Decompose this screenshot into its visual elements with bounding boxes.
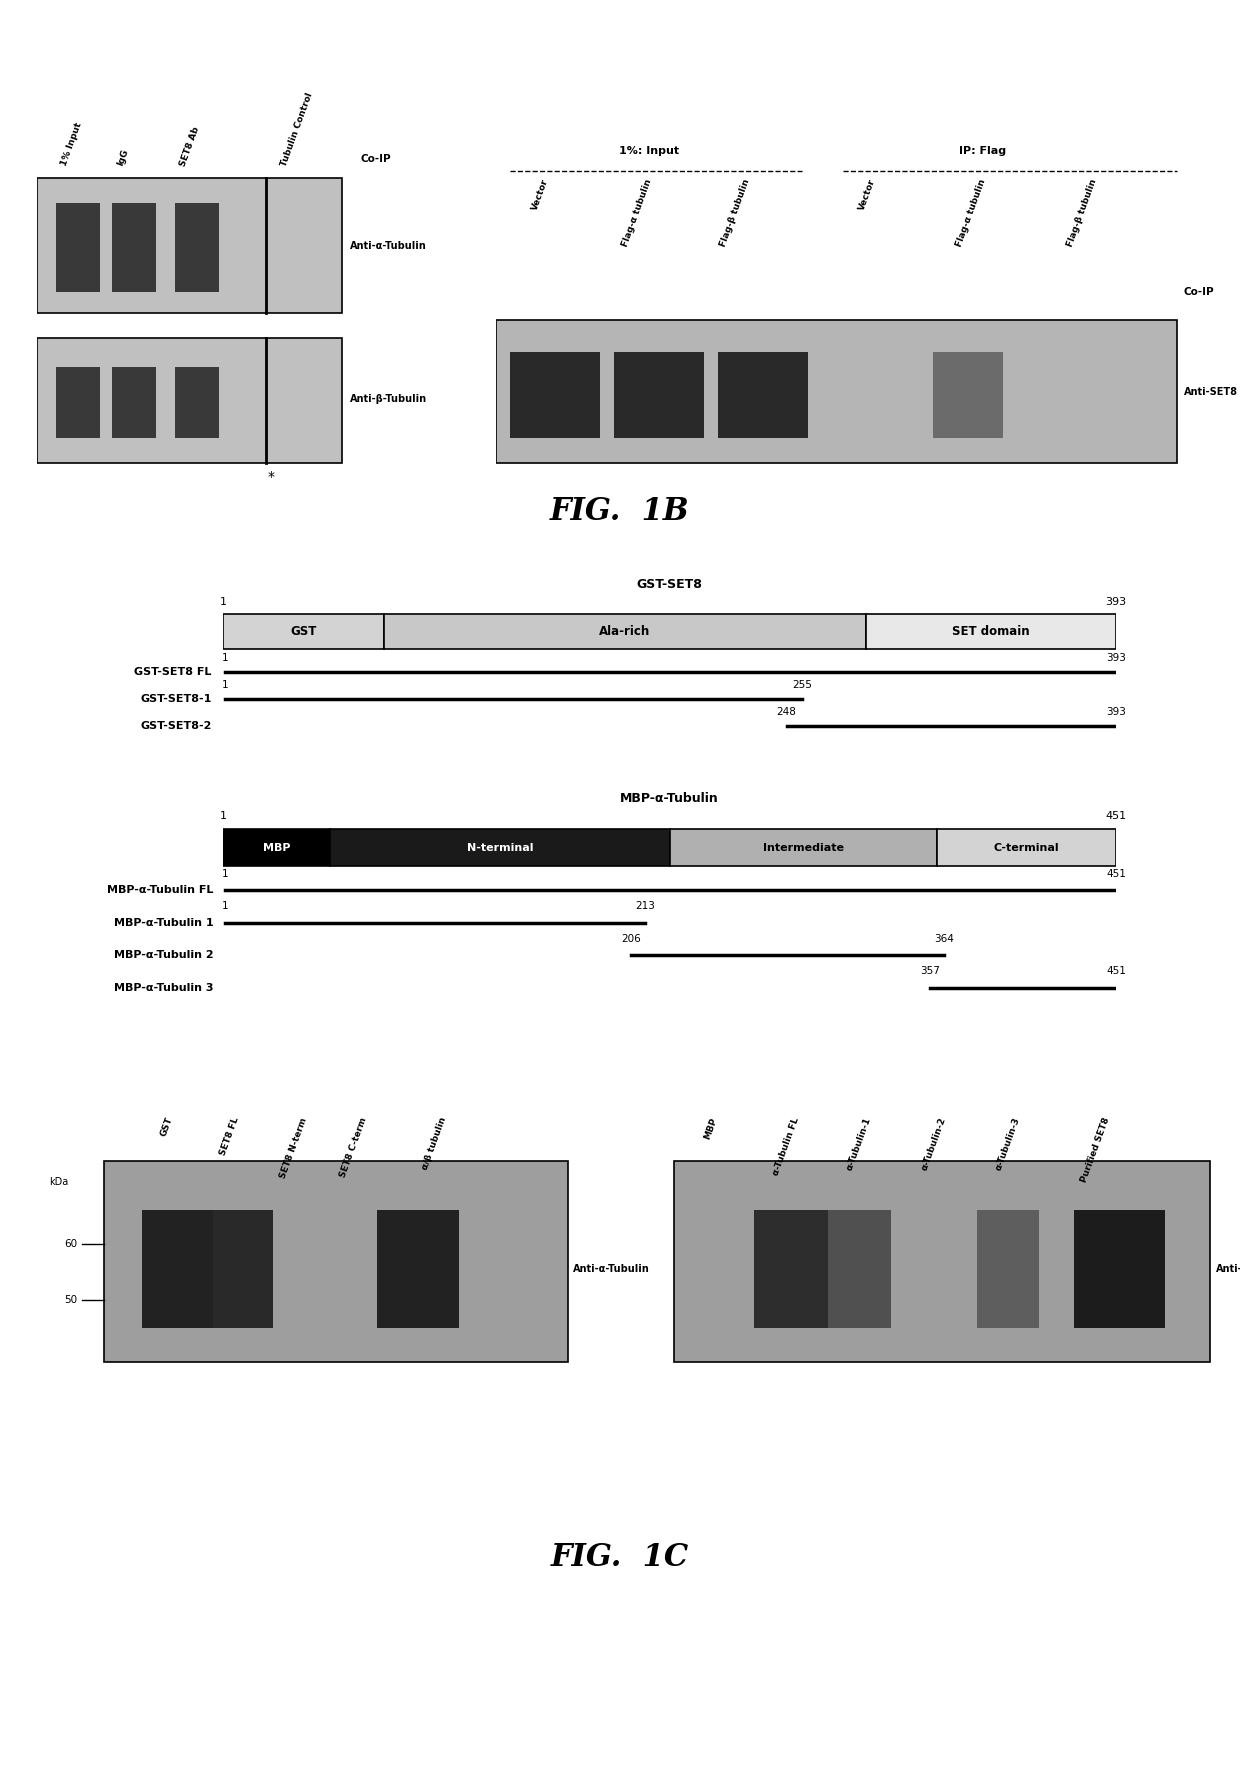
Text: Anti-SET8: Anti-SET8 bbox=[1216, 1264, 1240, 1274]
Text: MBP-α-Tubulin 1: MBP-α-Tubulin 1 bbox=[114, 918, 213, 927]
Text: Vector: Vector bbox=[531, 178, 551, 212]
Text: SET domain: SET domain bbox=[952, 625, 1030, 639]
Text: SET8 C-term: SET8 C-term bbox=[339, 1116, 368, 1178]
Text: Intermediate: Intermediate bbox=[763, 842, 844, 853]
Bar bbox=[56, 203, 100, 292]
Text: 393: 393 bbox=[1105, 596, 1127, 607]
Bar bbox=[934, 352, 1003, 438]
Text: C-terminal: C-terminal bbox=[994, 842, 1059, 853]
Bar bbox=[37, 338, 342, 463]
Text: MBP: MBP bbox=[703, 1116, 719, 1141]
Bar bbox=[977, 1210, 1039, 1328]
Text: Flag-α tubulin: Flag-α tubulin bbox=[955, 178, 987, 247]
Text: GST-SET8 FL: GST-SET8 FL bbox=[134, 668, 212, 678]
Bar bbox=[143, 1210, 213, 1328]
Text: α-Tubulin-2: α-Tubulin-2 bbox=[920, 1116, 947, 1171]
Text: FIG.  1C: FIG. 1C bbox=[551, 1541, 689, 1574]
Bar bbox=[37, 178, 342, 313]
Bar bbox=[213, 1210, 273, 1328]
Text: GST-SET8-2: GST-SET8-2 bbox=[140, 721, 212, 732]
Text: α-Tubulin FL: α-Tubulin FL bbox=[771, 1116, 801, 1177]
Text: Ala-rich: Ala-rich bbox=[599, 625, 651, 639]
Bar bbox=[670, 829, 937, 865]
Text: 248: 248 bbox=[776, 707, 796, 717]
Text: 50: 50 bbox=[63, 1294, 77, 1305]
Text: 1: 1 bbox=[219, 812, 227, 821]
Text: 393: 393 bbox=[1106, 707, 1126, 717]
Text: 1% Input: 1% Input bbox=[60, 121, 83, 167]
Bar bbox=[754, 1210, 828, 1328]
Bar bbox=[866, 614, 1116, 650]
Text: FIG.  1B: FIG. 1B bbox=[551, 497, 689, 527]
Text: Anti-SET8: Anti-SET8 bbox=[1183, 386, 1238, 397]
Text: 451: 451 bbox=[1106, 869, 1126, 879]
Text: SET8 Ab: SET8 Ab bbox=[179, 125, 201, 167]
Text: SET8 N-term: SET8 N-term bbox=[279, 1116, 309, 1178]
Bar bbox=[384, 614, 866, 650]
Bar bbox=[828, 1210, 892, 1328]
Bar bbox=[175, 367, 219, 438]
Text: 60: 60 bbox=[63, 1239, 77, 1250]
Text: IP: Flag: IP: Flag bbox=[959, 146, 1006, 157]
Text: Purified SET8: Purified SET8 bbox=[1079, 1116, 1111, 1184]
Bar bbox=[175, 203, 219, 292]
Text: MBP-α-Tubulin 2: MBP-α-Tubulin 2 bbox=[114, 951, 213, 959]
Text: GST-SET8: GST-SET8 bbox=[636, 578, 703, 591]
Text: MBP: MBP bbox=[263, 842, 290, 853]
Text: Flag-β tubulin: Flag-β tubulin bbox=[1065, 178, 1099, 247]
Text: Anti-α-Tubulin: Anti-α-Tubulin bbox=[573, 1264, 650, 1274]
Text: MBP-α-Tubulin 3: MBP-α-Tubulin 3 bbox=[114, 983, 213, 993]
Text: 451: 451 bbox=[1105, 812, 1127, 821]
Bar bbox=[112, 203, 156, 292]
Text: Co-IP: Co-IP bbox=[361, 153, 391, 164]
Bar bbox=[56, 367, 100, 438]
Bar bbox=[937, 829, 1116, 865]
Bar bbox=[330, 829, 670, 865]
Text: 1: 1 bbox=[222, 869, 228, 879]
Text: 255: 255 bbox=[792, 680, 812, 689]
Bar bbox=[718, 352, 808, 438]
Text: GST: GST bbox=[159, 1116, 174, 1137]
Text: Flag-β tubulin: Flag-β tubulin bbox=[718, 178, 751, 247]
Text: α-Tubulin-1: α-Tubulin-1 bbox=[846, 1116, 873, 1171]
Text: GST: GST bbox=[290, 625, 316, 639]
Text: 451: 451 bbox=[1106, 967, 1126, 975]
Text: 364: 364 bbox=[934, 934, 954, 943]
Text: α-Tubulin-3: α-Tubulin-3 bbox=[993, 1116, 1022, 1171]
Text: 1: 1 bbox=[222, 653, 229, 662]
Text: 206: 206 bbox=[621, 934, 641, 943]
Text: Flag-α tubulin: Flag-α tubulin bbox=[621, 178, 653, 247]
Bar bbox=[112, 367, 156, 438]
Text: 1: 1 bbox=[219, 596, 227, 607]
Text: Anti-α-Tubulin: Anti-α-Tubulin bbox=[350, 240, 427, 251]
Text: 1: 1 bbox=[222, 901, 228, 911]
Bar bbox=[675, 1161, 1210, 1362]
Bar bbox=[1074, 1210, 1164, 1328]
Bar bbox=[223, 829, 330, 865]
Bar bbox=[223, 614, 384, 650]
Bar bbox=[496, 320, 1177, 463]
Text: Anti-β-Tubulin: Anti-β-Tubulin bbox=[350, 393, 427, 404]
Text: MBP-α-Tubulin: MBP-α-Tubulin bbox=[620, 792, 719, 805]
Text: α/β tubulin: α/β tubulin bbox=[420, 1116, 448, 1171]
Text: kDa: kDa bbox=[50, 1177, 69, 1187]
Bar bbox=[614, 352, 704, 438]
Text: Vector: Vector bbox=[857, 178, 877, 212]
Bar bbox=[104, 1161, 568, 1362]
Text: 393: 393 bbox=[1106, 653, 1126, 662]
Text: Co-IP: Co-IP bbox=[1183, 287, 1214, 297]
Text: N-terminal: N-terminal bbox=[466, 842, 533, 853]
Text: *: * bbox=[268, 470, 275, 484]
Bar bbox=[377, 1210, 459, 1328]
Text: SET8 FL: SET8 FL bbox=[218, 1116, 241, 1157]
Text: 213: 213 bbox=[635, 901, 655, 911]
Text: 1%: Input: 1%: Input bbox=[619, 146, 678, 157]
Text: Tubulin Control: Tubulin Control bbox=[279, 91, 314, 167]
Text: GST-SET8-1: GST-SET8-1 bbox=[140, 694, 212, 705]
Bar bbox=[510, 352, 600, 438]
Text: 1: 1 bbox=[222, 680, 229, 689]
Text: MBP-α-Tubulin FL: MBP-α-Tubulin FL bbox=[107, 885, 213, 895]
Text: IgG: IgG bbox=[115, 148, 130, 167]
Text: 357: 357 bbox=[920, 967, 940, 975]
